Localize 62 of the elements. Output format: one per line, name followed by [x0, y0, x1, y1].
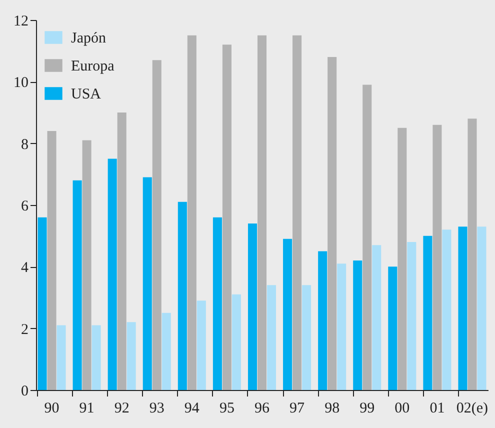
bar: [257, 35, 267, 390]
x-tick-label: 91: [79, 400, 94, 416]
bar: [372, 245, 382, 390]
bar: [432, 124, 442, 390]
bar: [458, 226, 468, 390]
x-tick-label: 02(e): [456, 400, 488, 416]
bar: [152, 60, 162, 390]
bar: [117, 112, 126, 390]
y-tick-label: 2: [21, 322, 28, 338]
x-tick-label: 95: [219, 400, 234, 416]
bar: [353, 260, 362, 390]
legend-label: USA: [71, 86, 102, 102]
bar: [407, 242, 416, 390]
x-tick-label: 97: [290, 400, 306, 416]
bar: [283, 238, 292, 390]
bar: [398, 128, 407, 390]
x-tick-label: 94: [184, 400, 200, 416]
bar: [187, 35, 196, 390]
bar: [92, 325, 101, 390]
bar: [196, 300, 206, 390]
y-tick-label: 4: [21, 260, 29, 276]
x-tick-label: 99: [360, 400, 375, 416]
bar: [82, 140, 92, 390]
bar: [232, 294, 241, 390]
x-tick-label: 01: [430, 400, 445, 416]
bar: [302, 285, 312, 390]
bar: [178, 202, 187, 390]
y-tick-label: 12: [14, 14, 28, 30]
bar: [468, 118, 477, 390]
bar: [362, 84, 372, 390]
bar: [47, 131, 56, 390]
bar: [38, 217, 47, 390]
bar: [162, 312, 171, 390]
bar: [423, 236, 432, 390]
bar: [442, 230, 452, 390]
y-tick-label: 6: [21, 198, 29, 214]
x-tick-label: 93: [149, 400, 164, 416]
y-tick-label: 10: [14, 75, 28, 92]
bar: [108, 158, 117, 390]
bar: [388, 266, 398, 390]
x-tick-label: 90: [44, 400, 60, 416]
bar: [248, 224, 258, 390]
bar: [337, 264, 346, 390]
x-tick-label: 96: [254, 400, 270, 416]
x-tick-label: 98: [324, 400, 340, 416]
bar: [328, 57, 337, 390]
bar: [56, 325, 66, 390]
bar: [477, 226, 486, 390]
x-tick-label: 00: [394, 400, 410, 416]
bar: [212, 217, 222, 390]
bar: [222, 44, 232, 390]
bar: [266, 285, 276, 390]
legend-label: Japón: [71, 30, 106, 46]
y-tick-label: 8: [21, 136, 28, 153]
bar: [72, 180, 82, 390]
bar: [142, 177, 152, 390]
x-tick-label: 92: [114, 400, 130, 416]
bar: [126, 322, 136, 390]
bar: [292, 35, 302, 390]
legend-label: Europa: [71, 58, 115, 74]
y-tick-label: 0: [21, 384, 28, 400]
bar: [318, 251, 328, 390]
